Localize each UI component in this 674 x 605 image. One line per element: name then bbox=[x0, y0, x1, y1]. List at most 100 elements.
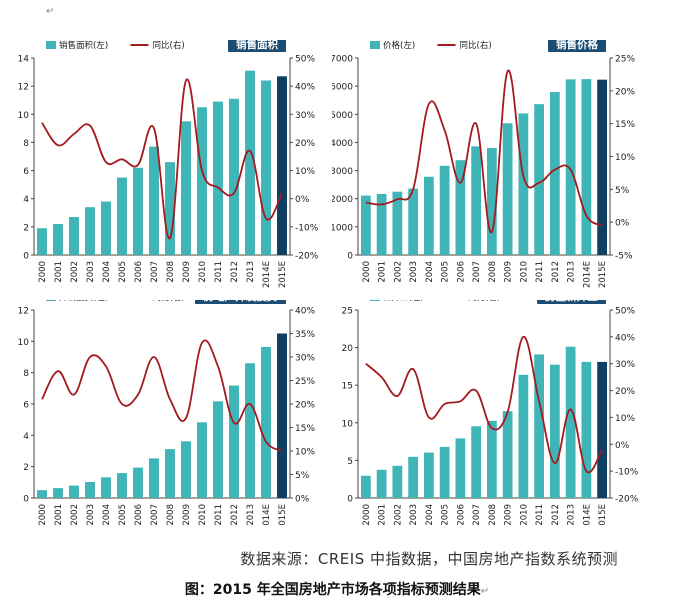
bar-2011 bbox=[213, 401, 223, 498]
bar-2004 bbox=[423, 176, 434, 255]
bar-2000 bbox=[360, 475, 371, 498]
legend-bar-label: 新开工(左) bbox=[383, 300, 424, 303]
bar-2005 bbox=[439, 446, 450, 498]
bar-2007 bbox=[149, 458, 159, 498]
x-tick-label: 2012 bbox=[551, 261, 561, 283]
x-tick-label: 2006 bbox=[456, 261, 466, 283]
right-tick-label: 0% bbox=[615, 441, 630, 451]
bar-2012 bbox=[229, 385, 239, 498]
left-tick-label: 6000 bbox=[332, 83, 353, 93]
bar-2006 bbox=[455, 160, 466, 255]
right-tick-label: 0% bbox=[295, 195, 310, 205]
x-tick-label: 2014E bbox=[582, 261, 592, 288]
bar-2001 bbox=[376, 469, 387, 498]
bar-2008 bbox=[486, 420, 497, 498]
left-tick-label: 0 bbox=[347, 495, 353, 505]
right-tick-label: 5% bbox=[295, 471, 310, 481]
x-tick-label: 2004 bbox=[102, 261, 112, 283]
x-tick-label: 2011 bbox=[535, 261, 545, 283]
left-tick-label: 4 bbox=[23, 195, 29, 205]
bar-2000 bbox=[360, 195, 371, 255]
chart-title: 房屋新开工 bbox=[545, 300, 598, 303]
x-tick-label: 2014E bbox=[262, 504, 272, 525]
bar-2004 bbox=[101, 477, 111, 498]
right-tick-label: 15% bbox=[295, 424, 315, 434]
bar-2012 bbox=[549, 92, 560, 255]
left-tick-label: 1000 bbox=[332, 223, 353, 233]
x-tick-label: 2001 bbox=[378, 504, 388, 525]
x-tick-label: 2005 bbox=[118, 504, 128, 525]
x-tick-label: 2003 bbox=[86, 504, 96, 525]
left-tick-label: 0 bbox=[347, 252, 353, 262]
bar-2003 bbox=[85, 482, 95, 498]
right-tick-label: 40% bbox=[295, 307, 315, 317]
right-tick-label: -10% bbox=[295, 223, 319, 233]
left-tick-label: 3000 bbox=[332, 167, 353, 177]
x-tick-label: 2015E bbox=[598, 261, 608, 288]
right-tick-label: 20% bbox=[295, 139, 315, 149]
bar-2007 bbox=[471, 426, 482, 498]
x-tick-label: 2004 bbox=[425, 504, 435, 525]
bar-2014E bbox=[581, 361, 592, 498]
right-tick-label: 30% bbox=[295, 354, 315, 364]
x-tick-label: 2009 bbox=[504, 504, 514, 525]
x-tick-label: 2008 bbox=[166, 504, 176, 525]
bar-2000 bbox=[37, 490, 47, 498]
legend-bar-swatch bbox=[370, 41, 380, 49]
yoy-line bbox=[365, 335, 603, 474]
right-tick-label: 40% bbox=[295, 83, 315, 93]
x-tick-label: 2011 bbox=[535, 504, 545, 525]
yoy-line bbox=[41, 339, 283, 452]
title-badge bbox=[548, 40, 606, 52]
bar-2015E bbox=[597, 361, 608, 498]
legend-bar-swatch bbox=[370, 300, 380, 301]
bar-2002 bbox=[392, 465, 403, 498]
chart-title: 销售价格 bbox=[556, 40, 598, 51]
right-tick-label: 10% bbox=[615, 153, 635, 163]
x-tick-label: 2010 bbox=[198, 261, 208, 283]
x-tick-label: 2008 bbox=[166, 261, 176, 283]
x-tick-label: 2010 bbox=[519, 261, 529, 283]
title-badge bbox=[195, 300, 286, 304]
bar-2011 bbox=[534, 354, 545, 498]
x-tick-label: 2001 bbox=[54, 261, 64, 283]
left-tick-label: 20 bbox=[342, 344, 354, 354]
x-tick-label: 2000 bbox=[38, 504, 48, 525]
right-tick-label: 5% bbox=[615, 186, 630, 196]
x-tick-label: 2011 bbox=[214, 261, 224, 283]
bar-2006 bbox=[133, 167, 143, 255]
x-tick-label: 2007 bbox=[150, 504, 160, 525]
x-tick-label: 2004 bbox=[102, 504, 112, 525]
legend-line-label: 同比(右) bbox=[153, 300, 185, 303]
left-tick-label: 0 bbox=[23, 252, 29, 262]
left-tick-label: 14 bbox=[18, 55, 30, 65]
bar-2005 bbox=[117, 473, 127, 498]
right-tick-label: 10% bbox=[295, 167, 315, 177]
legend-line-label: 同比(右) bbox=[460, 40, 492, 51]
left-tick-label: 10 bbox=[342, 419, 354, 429]
x-tick-label: 2006 bbox=[456, 504, 466, 525]
bar-2010 bbox=[518, 374, 529, 498]
right-tick-label: 20% bbox=[615, 387, 635, 397]
right-tick-label: -10% bbox=[615, 468, 639, 478]
legend-bar-swatch bbox=[46, 300, 56, 301]
bar-2007 bbox=[149, 146, 159, 255]
bar-2011 bbox=[213, 101, 223, 255]
right-tick-label: 20% bbox=[615, 87, 635, 97]
yoy-line bbox=[41, 78, 283, 240]
x-tick-label: 2009 bbox=[182, 261, 192, 283]
legend-line-label: 同比(右) bbox=[153, 40, 185, 51]
bar-2009 bbox=[181, 121, 191, 255]
x-tick-label: 2002 bbox=[70, 261, 80, 283]
x-tick-label: 2015E bbox=[278, 261, 288, 288]
x-tick-label: 2014E bbox=[262, 261, 272, 288]
chart-title: 销售面积 bbox=[236, 40, 278, 51]
legend-bar-label: 销售面积(左) bbox=[59, 40, 108, 51]
bar-2009 bbox=[502, 123, 513, 255]
bar-2004 bbox=[423, 452, 434, 498]
x-tick-label: 2006 bbox=[134, 504, 144, 525]
legend-bar-label: 价格(左) bbox=[383, 40, 415, 51]
x-tick-label: 2015E bbox=[598, 504, 608, 525]
bar-2011 bbox=[534, 104, 545, 255]
